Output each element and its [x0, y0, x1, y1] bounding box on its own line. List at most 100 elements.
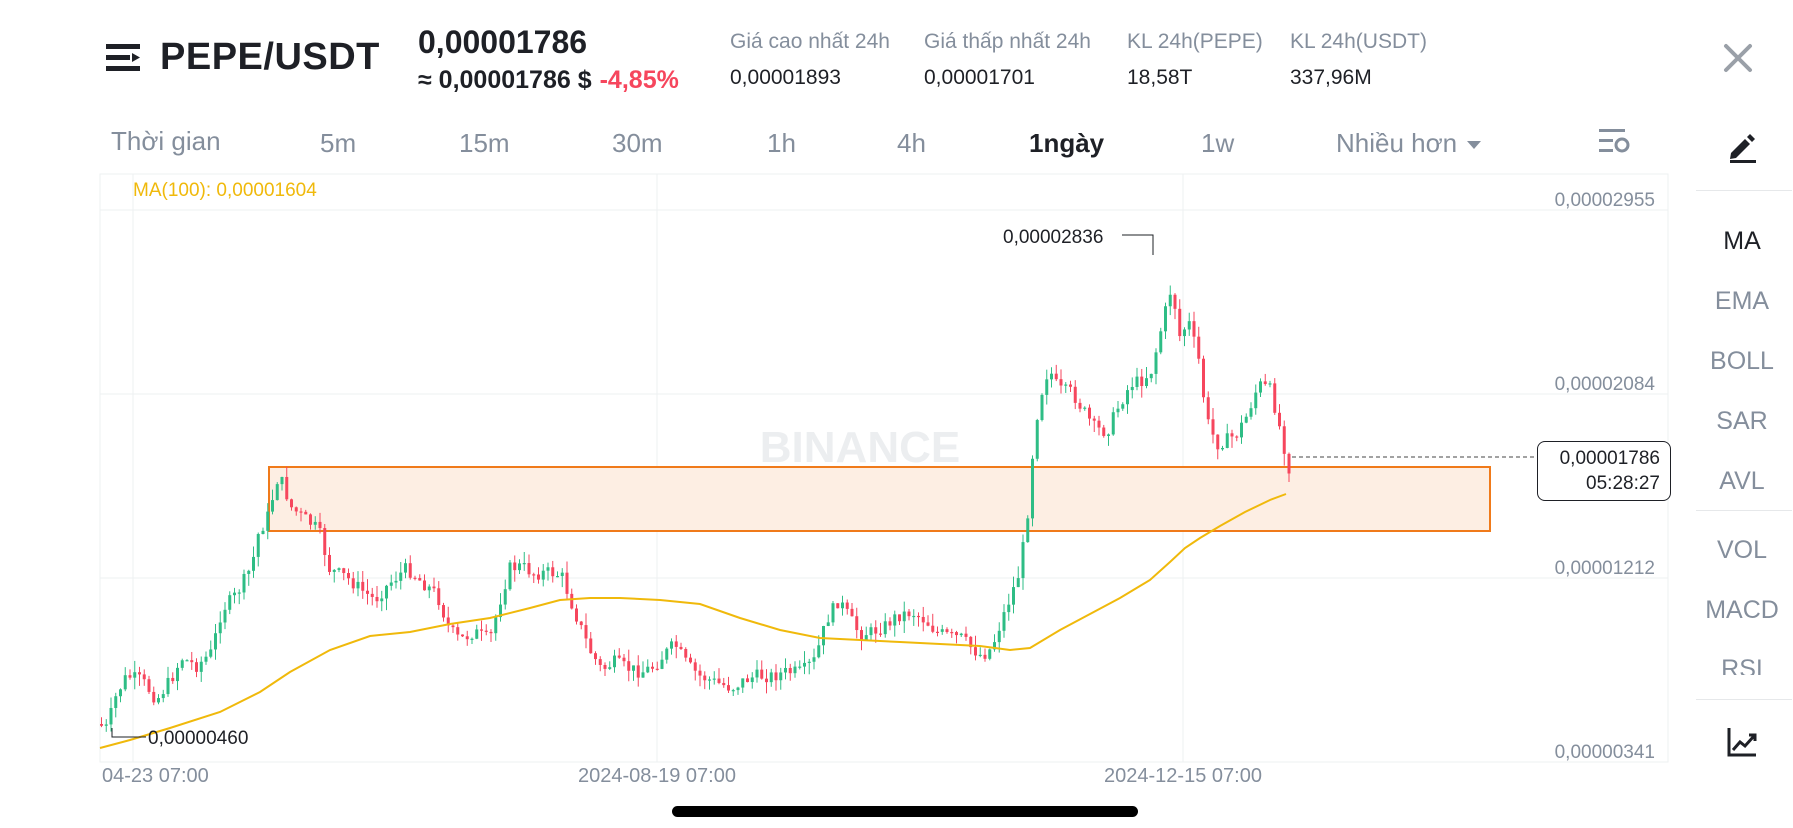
- high-24h-value: 0,00001893: [730, 66, 841, 89]
- candle-body: [1206, 397, 1210, 420]
- more-dropdown[interactable]: Nhiều hơn: [1336, 128, 1482, 159]
- candle-body: [1002, 612, 1006, 631]
- candle-body: [755, 669, 759, 678]
- candle-body: [1040, 394, 1044, 421]
- vol-usdt-value: 337,96M: [1290, 66, 1372, 89]
- indicator-boll[interactable]: BOLL: [1710, 347, 1774, 375]
- candle-body: [190, 660, 194, 663]
- candle-body: [959, 633, 963, 636]
- candle-body: [874, 627, 878, 634]
- chart-settings-icon[interactable]: [1597, 126, 1631, 156]
- candle-body: [1078, 402, 1082, 409]
- tab-1day[interactable]: 1ngày: [1029, 128, 1105, 158]
- candle-body: [442, 605, 445, 618]
- candle-body: [242, 573, 246, 593]
- time-label: Thời gian: [111, 126, 221, 156]
- pair-title[interactable]: PEPE/USDT: [160, 36, 380, 78]
- candle-body: [997, 630, 1001, 643]
- price-usd: ≈ 0,00001786 $: [418, 66, 592, 94]
- candle-body: [1183, 329, 1186, 337]
- candle-body: [950, 632, 954, 634]
- support-zone: [268, 466, 1491, 532]
- candle-body: [893, 614, 897, 626]
- candle-body: [176, 667, 179, 682]
- candle-body: [280, 476, 284, 485]
- current-price-tag: 0,00001786 05:28:27: [1537, 441, 1671, 501]
- price-change: -4,85%: [599, 66, 679, 94]
- candle-body: [850, 608, 854, 617]
- candle-body: [1111, 412, 1115, 435]
- caret-down-icon: [1467, 141, 1482, 150]
- candle-body: [826, 622, 830, 626]
- candle-body: [261, 530, 265, 535]
- menu-icon[interactable]: [104, 38, 144, 78]
- indicator-ema[interactable]: EMA: [1714, 287, 1770, 315]
- candle-body: [1059, 379, 1063, 386]
- tab-15m[interactable]: 15m: [459, 128, 510, 158]
- tab-30m[interactable]: 30m: [612, 128, 663, 158]
- candle-body: [1240, 422, 1243, 438]
- candle-body: [1164, 306, 1167, 332]
- indicator-vol[interactable]: VOL: [1716, 536, 1768, 564]
- indicator-ma[interactable]: MA: [1723, 227, 1761, 255]
- candle-body: [617, 655, 621, 658]
- candle-body: [461, 634, 464, 637]
- tab-5m[interactable]: 5m: [320, 128, 357, 158]
- candle-body: [945, 629, 949, 633]
- indicator-sar[interactable]: SAR: [1716, 407, 1768, 435]
- candle-body: [1254, 392, 1258, 409]
- candle-body: [936, 631, 939, 633]
- candle-body: [940, 629, 944, 632]
- tab-4h[interactable]: 4h: [897, 128, 926, 158]
- candle-body: [1216, 434, 1220, 450]
- candle-body: [503, 589, 507, 605]
- candle-body: [1154, 352, 1158, 374]
- candle-body: [665, 648, 669, 660]
- y-axis: 0,00002955 0,00002084 0,00001212 0,00000341: [1555, 190, 1656, 763]
- candle-body: [404, 563, 407, 573]
- candle-body: [774, 672, 778, 681]
- tab-1h[interactable]: 1h: [767, 128, 796, 158]
- candle-body: [309, 514, 312, 525]
- candle-body: [793, 666, 797, 674]
- indicator-macd[interactable]: MACD: [1705, 596, 1779, 624]
- candle-body: [100, 724, 103, 726]
- candle-body: [1235, 436, 1239, 438]
- candle-body: [294, 507, 298, 512]
- close-icon[interactable]: [1718, 38, 1758, 78]
- candle-body: [1088, 407, 1091, 419]
- candle-body: [218, 622, 222, 634]
- candle-body: [883, 621, 887, 635]
- last-price: 0,00001786: [418, 24, 588, 60]
- candle-body: [513, 562, 517, 571]
- candle-body: [1097, 420, 1101, 428]
- candle-body: [722, 682, 726, 686]
- candle-body: [1149, 373, 1153, 379]
- draw-tool-icon[interactable]: [1692, 129, 1792, 170]
- indicator-avl[interactable]: AVL: [1719, 467, 1765, 495]
- candle-body: [484, 630, 488, 632]
- candle-body: [408, 563, 412, 578]
- high-24h-label: Giá cao nhất 24h: [730, 30, 890, 53]
- candle-body: [185, 660, 189, 662]
- candle-body: [304, 511, 308, 515]
- candle-body: [978, 654, 982, 657]
- x-tick-label: 2024-12-15 07:00: [1104, 765, 1262, 787]
- candle-body: [570, 593, 574, 609]
- candle-body: [670, 641, 673, 649]
- indicator-rsi[interactable]: RSI: [1721, 655, 1763, 675]
- candle-body: [579, 621, 583, 626]
- candle-body: [1225, 433, 1229, 448]
- candle-body: [807, 661, 811, 663]
- candle-body: [636, 665, 640, 678]
- candle-body: [285, 476, 289, 500]
- candle-body: [560, 572, 564, 577]
- candle-body: [1092, 418, 1096, 421]
- candle-body: [955, 632, 958, 636]
- candle-body: [480, 629, 483, 631]
- candle-body: [1145, 378, 1148, 387]
- chart-type-icon[interactable]: [1692, 725, 1792, 766]
- candle-body: [1287, 453, 1291, 474]
- tab-1w[interactable]: 1w: [1201, 128, 1235, 158]
